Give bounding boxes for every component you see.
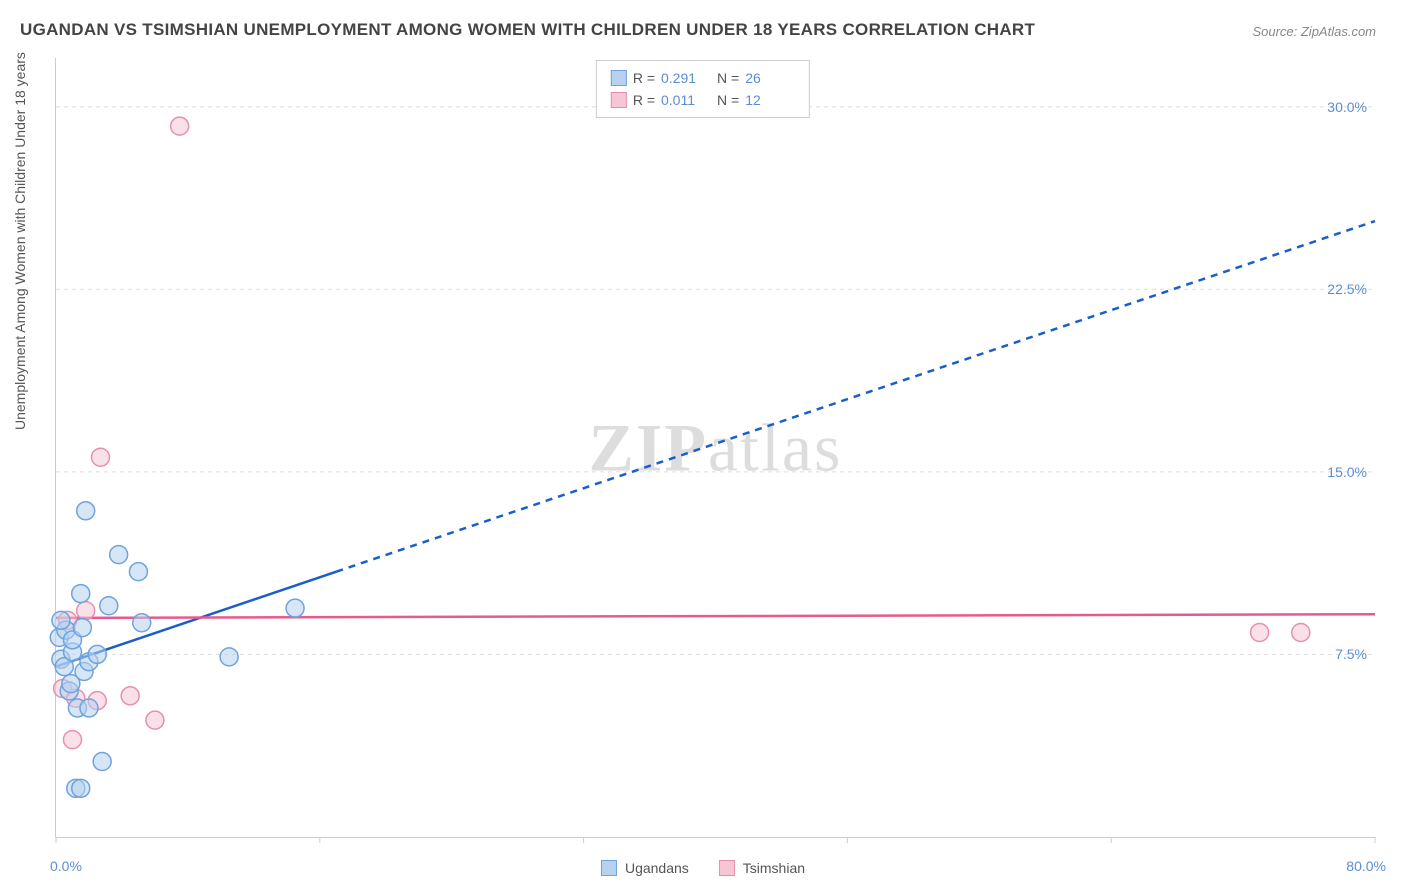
- plot-area: ZIPatlas 7.5%15.0%22.5%30.0%: [55, 58, 1375, 838]
- correlation-row-ugandans: R = 0.291 N = 26: [611, 67, 795, 89]
- series-legend: Ugandans Tsimshian: [601, 860, 805, 876]
- legend-label: Tsimshian: [743, 860, 805, 876]
- legend-item-tsimshian: Tsimshian: [719, 860, 805, 876]
- swatch-ugandans: [601, 860, 617, 876]
- correlation-row-tsimshian: R = 0.011 N = 12: [611, 89, 795, 111]
- swatch-tsimshian: [611, 92, 627, 108]
- chart-title: UGANDAN VS TSIMSHIAN UNEMPLOYMENT AMONG …: [20, 20, 1035, 40]
- y-tick-label: 30.0%: [1327, 99, 1367, 115]
- chart-container: UGANDAN VS TSIMSHIAN UNEMPLOYMENT AMONG …: [0, 0, 1406, 892]
- y-tick-label: 15.0%: [1327, 464, 1367, 480]
- chart-svg: [56, 58, 1375, 837]
- legend-item-ugandans: Ugandans: [601, 860, 689, 876]
- x-min-label: 0.0%: [50, 858, 82, 874]
- y-tick-label: 22.5%: [1327, 281, 1367, 297]
- y-tick-label: 7.5%: [1335, 646, 1367, 662]
- swatch-ugandans: [611, 70, 627, 86]
- source-label: Source: ZipAtlas.com: [1252, 24, 1376, 39]
- correlation-legend: R = 0.291 N = 26 R = 0.011 N = 12: [596, 60, 810, 118]
- x-max-label: 80.0%: [1346, 858, 1386, 874]
- legend-label: Ugandans: [625, 860, 689, 876]
- y-axis-label: Unemployment Among Women with Children U…: [12, 52, 28, 430]
- swatch-tsimshian: [719, 860, 735, 876]
